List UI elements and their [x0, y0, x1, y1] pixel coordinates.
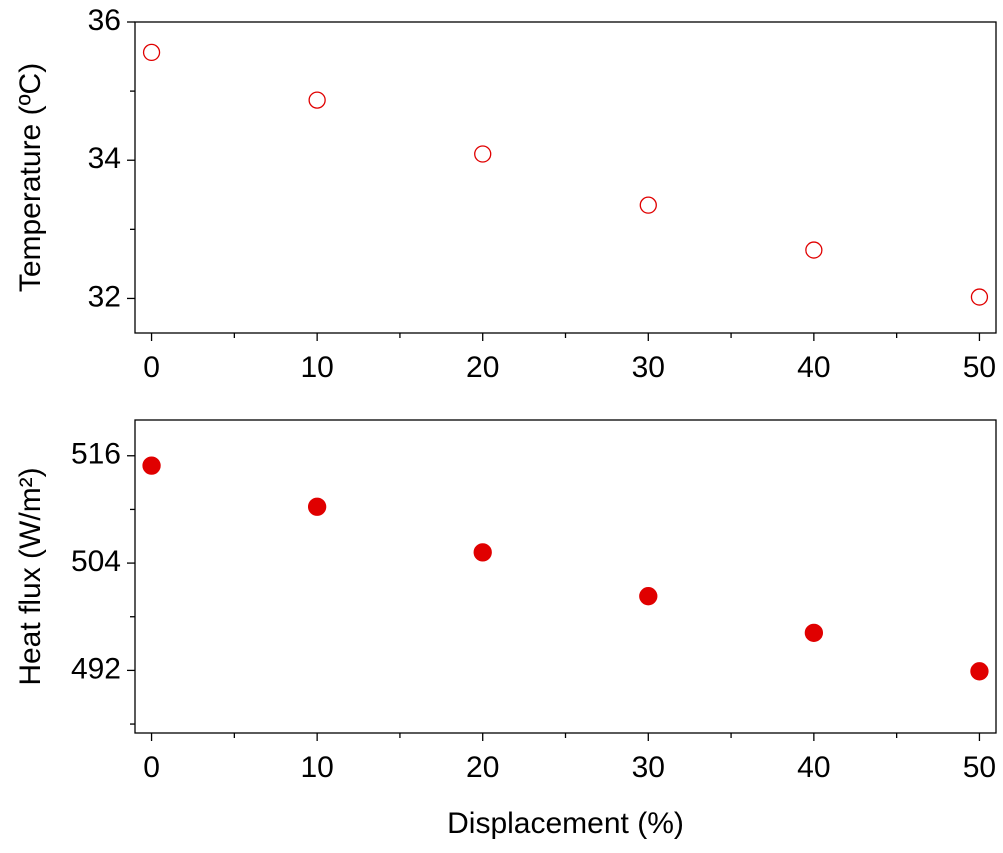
- y-tick-label: 34: [88, 142, 121, 175]
- y-tick-label: 504: [71, 545, 121, 578]
- data-point: [970, 662, 989, 681]
- y-tick-label: 32: [88, 280, 121, 313]
- x-tick-label: 30: [632, 351, 665, 384]
- x-tick-label: 40: [797, 351, 830, 384]
- data-point: [308, 91, 326, 109]
- x-tick-label: 50: [963, 751, 996, 784]
- x-tick-label: 20: [466, 751, 499, 784]
- x-tick-label: 0: [143, 751, 160, 784]
- data-point: [639, 587, 658, 606]
- x-axis-label: Displacement (%): [447, 807, 684, 840]
- y-tick-label: 36: [88, 4, 121, 37]
- data-point: [970, 288, 989, 306]
- x-tick-label: 50: [963, 351, 996, 384]
- plot-frame: [134, 419, 997, 734]
- x-tick-label: 10: [300, 751, 333, 784]
- y-axis-label: Temperature (ºC): [14, 63, 47, 292]
- data-point: [473, 543, 492, 562]
- x-tick-label: 0: [143, 351, 160, 384]
- data-point: [142, 43, 161, 62]
- x-tick-label: 40: [797, 751, 830, 784]
- y-axis-label: Heat flux (W/m²): [14, 467, 47, 685]
- data-point: [142, 456, 161, 475]
- x-tick-label: 30: [632, 751, 665, 784]
- data-point: [805, 241, 823, 259]
- plot-frame: [134, 21, 997, 334]
- data-point: [639, 196, 657, 214]
- y-tick-label: 516: [71, 438, 121, 471]
- x-tick-label: 10: [300, 351, 333, 384]
- data-point: [474, 145, 492, 163]
- data-point: [804, 623, 824, 642]
- x-tick-label: 20: [466, 351, 499, 384]
- y-tick-label: 492: [71, 652, 121, 685]
- data-point: [307, 497, 327, 516]
